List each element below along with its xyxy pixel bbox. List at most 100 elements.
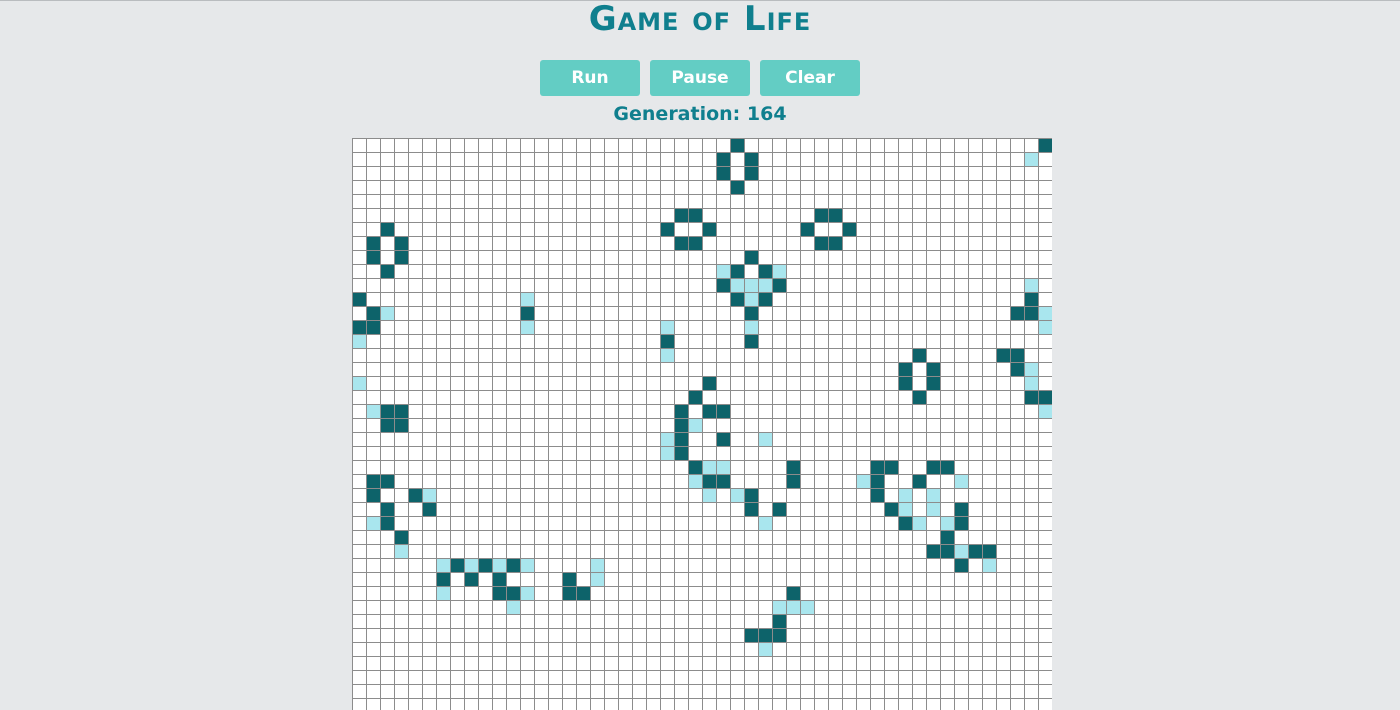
cell-alive[interactable] [926, 460, 940, 474]
cell-alive[interactable] [1024, 306, 1038, 320]
cell-alive[interactable] [744, 152, 758, 166]
cell-alive[interactable] [394, 418, 408, 432]
cell-new[interactable] [716, 264, 730, 278]
cell-new[interactable] [590, 558, 604, 572]
cell-alive[interactable] [870, 474, 884, 488]
cell-new[interactable] [758, 432, 772, 446]
cell-alive[interactable] [380, 516, 394, 530]
game-board[interactable] [352, 138, 1052, 710]
cell-new[interactable] [660, 432, 674, 446]
cell-alive[interactable] [898, 362, 912, 376]
cell-alive[interactable] [842, 222, 856, 236]
cell-new[interactable] [702, 460, 716, 474]
cell-new[interactable] [800, 600, 814, 614]
cell-alive[interactable] [912, 390, 926, 404]
cell-alive[interactable] [912, 474, 926, 488]
cell-alive[interactable] [352, 292, 366, 306]
cell-alive[interactable] [716, 432, 730, 446]
cell-alive[interactable] [674, 446, 688, 460]
cell-new[interactable] [716, 460, 730, 474]
cell-alive[interactable] [1024, 390, 1038, 404]
cell-alive[interactable] [716, 404, 730, 418]
cell-alive[interactable] [492, 586, 506, 600]
cell-new[interactable] [758, 642, 772, 656]
cell-new[interactable] [520, 558, 534, 572]
cell-alive[interactable] [366, 474, 380, 488]
cell-alive[interactable] [772, 502, 786, 516]
cell-new[interactable] [982, 558, 996, 572]
cell-alive[interactable] [702, 376, 716, 390]
cell-alive[interactable] [394, 236, 408, 250]
cell-new[interactable] [744, 292, 758, 306]
cell-alive[interactable] [940, 530, 954, 544]
cell-alive[interactable] [702, 474, 716, 488]
cell-alive[interactable] [716, 166, 730, 180]
board-grid[interactable] [352, 138, 1052, 710]
cell-new[interactable] [940, 516, 954, 530]
cell-alive[interactable] [688, 390, 702, 404]
cell-new[interactable] [1038, 404, 1052, 418]
cell-alive[interactable] [674, 236, 688, 250]
cell-alive[interactable] [828, 236, 842, 250]
cell-new[interactable] [464, 558, 478, 572]
cell-alive[interactable] [940, 460, 954, 474]
cell-new[interactable] [520, 320, 534, 334]
cell-alive[interactable] [716, 278, 730, 292]
cell-alive[interactable] [450, 558, 464, 572]
cell-alive[interactable] [394, 250, 408, 264]
cell-new[interactable] [926, 488, 940, 502]
cell-new[interactable] [744, 320, 758, 334]
cell-new[interactable] [730, 278, 744, 292]
cell-new[interactable] [772, 600, 786, 614]
cell-alive[interactable] [772, 628, 786, 642]
cell-alive[interactable] [674, 432, 688, 446]
cell-alive[interactable] [674, 404, 688, 418]
cell-new[interactable] [1024, 362, 1038, 376]
cell-alive[interactable] [674, 418, 688, 432]
cell-alive[interactable] [1038, 390, 1052, 404]
cell-new[interactable] [688, 418, 702, 432]
cell-alive[interactable] [772, 278, 786, 292]
cell-alive[interactable] [702, 222, 716, 236]
run-button[interactable]: Run [540, 60, 640, 96]
cell-alive[interactable] [730, 138, 744, 152]
cell-new[interactable] [856, 474, 870, 488]
cell-alive[interactable] [1038, 138, 1052, 152]
cell-new[interactable] [520, 292, 534, 306]
cell-new[interactable] [898, 502, 912, 516]
cell-new[interactable] [912, 516, 926, 530]
cell-alive[interactable] [1024, 292, 1038, 306]
cell-new[interactable] [436, 586, 450, 600]
cell-alive[interactable] [898, 376, 912, 390]
cell-alive[interactable] [702, 404, 716, 418]
cell-new[interactable] [1024, 152, 1038, 166]
cell-new[interactable] [660, 320, 674, 334]
cell-new[interactable] [352, 376, 366, 390]
cell-alive[interactable] [380, 264, 394, 278]
cell-alive[interactable] [436, 572, 450, 586]
cell-alive[interactable] [716, 152, 730, 166]
cell-new[interactable] [1024, 376, 1038, 390]
cell-alive[interactable] [688, 208, 702, 222]
cell-new[interactable] [758, 516, 772, 530]
cell-alive[interactable] [366, 236, 380, 250]
cell-new[interactable] [422, 488, 436, 502]
cell-alive[interactable] [786, 460, 800, 474]
cell-alive[interactable] [982, 544, 996, 558]
cell-alive[interactable] [674, 208, 688, 222]
cell-alive[interactable] [744, 250, 758, 264]
cell-alive[interactable] [688, 460, 702, 474]
cell-new[interactable] [366, 516, 380, 530]
cell-alive[interactable] [870, 460, 884, 474]
cell-alive[interactable] [352, 320, 366, 334]
cell-new[interactable] [590, 572, 604, 586]
cell-new[interactable] [730, 488, 744, 502]
cell-alive[interactable] [772, 614, 786, 628]
cell-alive[interactable] [506, 586, 520, 600]
cell-new[interactable] [660, 446, 674, 460]
cell-alive[interactable] [954, 558, 968, 572]
cell-alive[interactable] [744, 488, 758, 502]
cell-alive[interactable] [576, 586, 590, 600]
cell-new[interactable] [1038, 306, 1052, 320]
cell-alive[interactable] [380, 502, 394, 516]
